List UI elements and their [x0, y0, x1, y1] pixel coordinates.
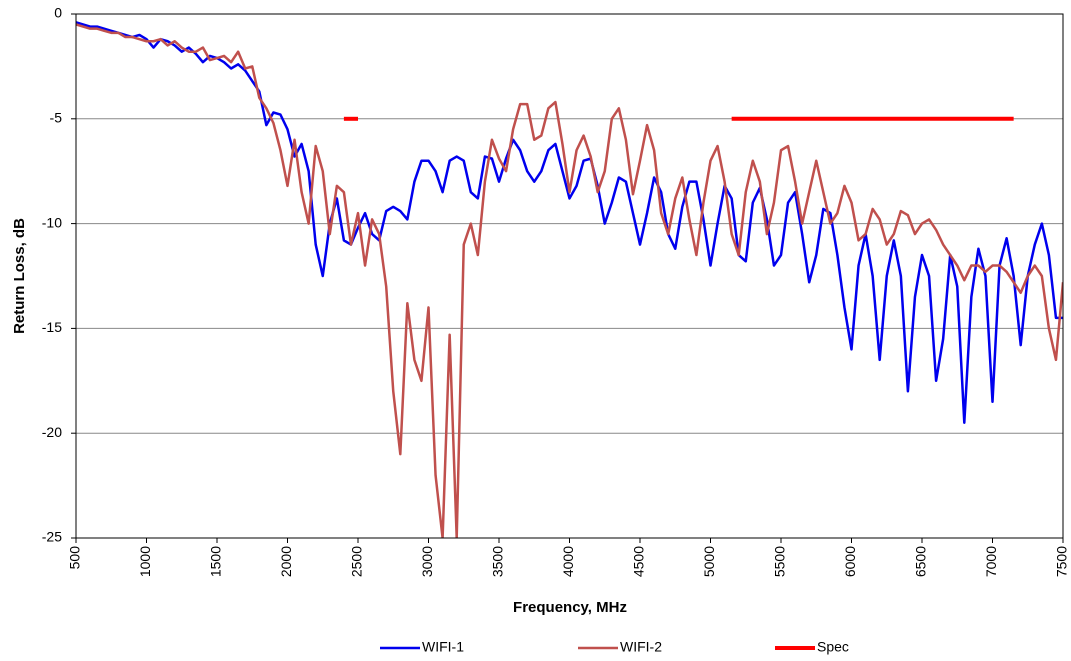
x-tick-label: 5500: [772, 546, 788, 577]
legend-label: WIFI-2: [620, 639, 662, 655]
grid: [71, 13, 1064, 543]
x-tick-label: 7000: [983, 546, 999, 577]
legend-label: Spec: [817, 639, 849, 655]
y-tick-label: -15: [42, 319, 62, 335]
x-tick-label: 3000: [419, 546, 435, 577]
x-tick-label: 1500: [208, 546, 224, 577]
plot-frame: [75, 13, 1064, 539]
x-tick-label: 4000: [560, 546, 576, 577]
x-axis-title: Frequency, MHz: [513, 599, 627, 616]
x-tick-label: 6000: [842, 546, 858, 577]
y-tick-label: -5: [50, 110, 63, 126]
x-tick-label: 2000: [278, 546, 294, 577]
y-tick-label: 0: [54, 5, 62, 21]
x-tick-label: 4500: [631, 546, 647, 577]
x-tick-label: 5000: [701, 546, 717, 577]
series-line: [76, 23, 1063, 538]
legend-label: WIFI-1: [422, 639, 464, 655]
y-axis-title: Return Loss, dB: [11, 218, 28, 334]
x-tick-label: 6500: [913, 546, 929, 577]
x-tick-label: 3500: [490, 546, 506, 577]
y-tick-label: -10: [42, 214, 62, 230]
y-tick-label: -20: [42, 424, 62, 440]
plot-lines: [76, 21, 1063, 538]
x-tick-label: 2500: [349, 546, 365, 577]
x-tick-label: 7500: [1054, 546, 1070, 577]
y-tick-label: -25: [42, 529, 62, 545]
x-tick-label: 500: [67, 546, 83, 570]
x-tick-label: 1000: [137, 546, 153, 577]
series-line: [76, 21, 1063, 424]
legend: WIFI-1 WIFI-2 Spec: [380, 639, 849, 655]
